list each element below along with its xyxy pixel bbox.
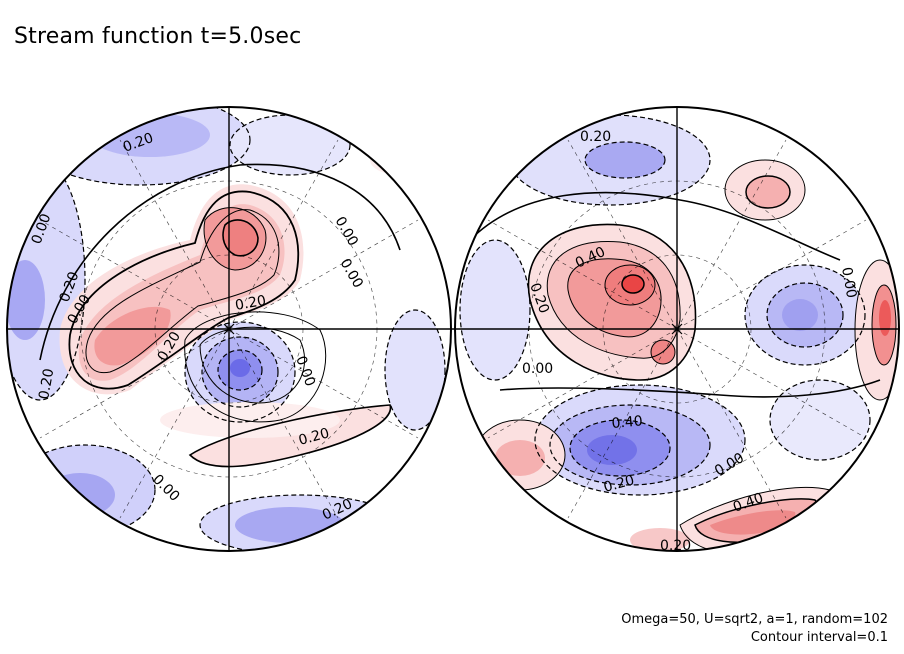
right-hemisphere	[454, 106, 900, 552]
contour-label: 0.00	[522, 361, 553, 377]
contour-label: 0.20	[580, 129, 611, 145]
contour-label: 0.20	[297, 425, 331, 449]
contour-label: 0.20	[36, 367, 57, 400]
contour-interval-caption: Contour interval=0.1	[750, 630, 888, 645]
contour-label: 0.40	[611, 413, 643, 432]
contour-label: 0.20	[602, 472, 636, 496]
pole-markers	[223, 323, 683, 335]
contour-label: 0.00	[838, 266, 859, 299]
plot-title: Stream function t=5.0sec	[14, 24, 302, 49]
parameters-caption: Omega=50, U=sqrt2, a=1, random=102	[621, 612, 888, 627]
contour-label: 0.20	[234, 293, 267, 314]
contour-label: 0.20	[660, 538, 691, 554]
